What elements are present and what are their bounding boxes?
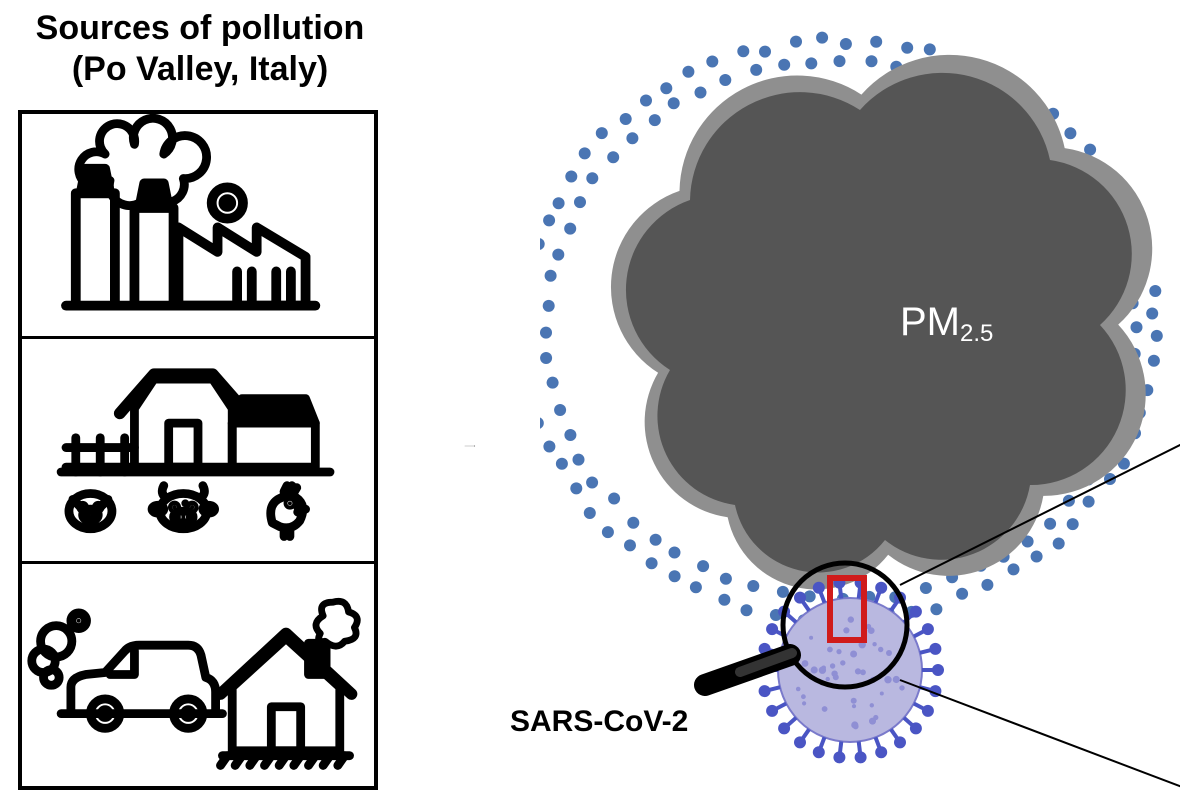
- pm-cloud-svg: [540, 20, 1180, 800]
- title-line-1: Sources of pollution: [36, 9, 365, 47]
- pm-label: PM2.5: [900, 300, 993, 345]
- panel-transport-home: [22, 564, 374, 786]
- title-line-2: (Po Valley, Italy): [72, 50, 328, 88]
- pollution-sources-box: [18, 110, 378, 790]
- arrow-icon: [395, 445, 545, 447]
- factory-icon: [22, 114, 374, 336]
- transport-home-icon: [22, 564, 374, 786]
- pm-cloud-group: PM2.5: [540, 20, 1180, 800]
- diagram-title: Sources of pollution (Po Valley, Italy): [0, 8, 400, 90]
- panel-factory: [22, 114, 374, 339]
- zoom-line-bottom: [900, 680, 1180, 790]
- panel-farm: [22, 339, 374, 564]
- farm-icon: [22, 339, 374, 561]
- virus-label: SARS-CoV-2: [510, 705, 688, 739]
